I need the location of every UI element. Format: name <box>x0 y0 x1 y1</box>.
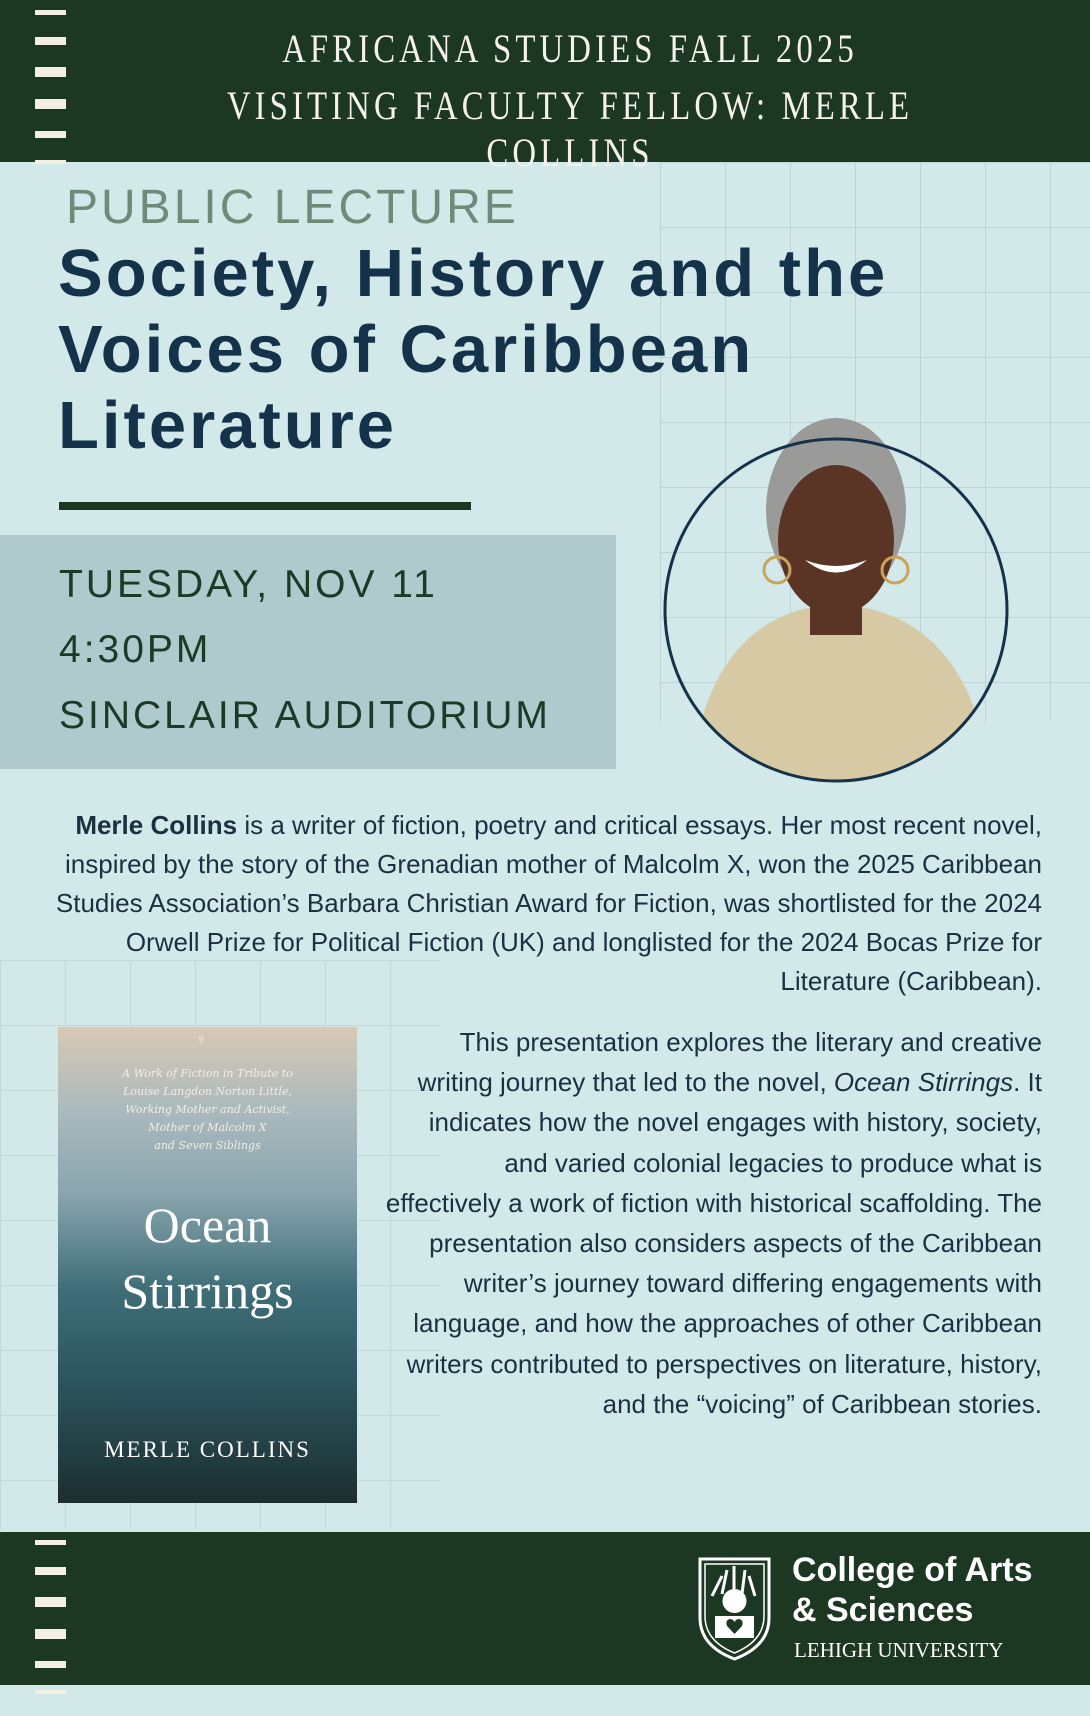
lehigh-shield-logo <box>698 1557 771 1661</box>
event-kicker: PUBLIC LECTURE <box>66 181 519 234</box>
college-name: College of Arts & Sciences <box>792 1551 1033 1629</box>
footer-band: College of Arts & Sciences LEHIGH UNIVERS… <box>0 1532 1090 1694</box>
stripe-decoration <box>35 1540 66 1716</box>
event-date: TUESDAY, NOV 11 <box>59 563 438 606</box>
bio-text: is a writer of fiction, poetry and criti… <box>55 810 1042 996</box>
title-line: Voices of Caribbean <box>58 312 755 387</box>
header-band: AFRICANA STUDIES FALL 2025 VISITING FACU… <box>0 0 1090 175</box>
header-line-1: AFRICANA STUDIES FALL 2025 <box>282 26 858 71</box>
bio-paragraph: Merle Collins is a writer of fiction, po… <box>22 806 1042 1001</box>
book-cover: ♆ A Work of Fiction in Tribute to Louise … <box>58 1027 357 1503</box>
event-time: 4:30PM <box>59 628 212 671</box>
divider <box>59 502 471 510</box>
header-line-2: VISITING FACULTY FELLOW: MERLE COLLINS <box>226 83 914 175</box>
university-name: LEHIGH UNIVERSITY <box>794 1638 1004 1662</box>
event-location: SINCLAIR AUDITORIUM <box>59 694 551 737</box>
description-paragraph: This presentation explores the literary … <box>385 1027 1042 1419</box>
title-line: Literature <box>58 388 398 463</box>
speaker-photo <box>663 418 1009 783</box>
stripe-decoration <box>35 10 66 186</box>
lecture-title: Society, History and the Voices of Carib… <box>58 236 888 464</box>
book-title: Ocean Stirrings <box>121 1197 294 1319</box>
photo-frame <box>663 437 1009 783</box>
event-details-box: TUESDAY, NOV 11 4:30PM SINCLAIR AUDITORI… <box>0 535 616 769</box>
speaker-name: Merle Collins <box>75 810 238 840</box>
title-line: Society, History and the <box>58 236 889 311</box>
publisher-logo: ♆ <box>196 1031 207 1047</box>
book-title-ref: Ocean Stirrings <box>833 1067 1014 1098</box>
book-author: MERLE COLLINS <box>104 1437 311 1462</box>
book-subtitle: A Work of Fiction in Tribute to Louise La… <box>122 1067 293 1152</box>
